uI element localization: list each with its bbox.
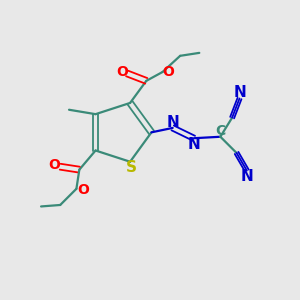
Text: N: N (241, 169, 253, 184)
Text: O: O (162, 65, 174, 79)
Text: N: N (233, 85, 246, 100)
Text: C: C (215, 124, 226, 138)
Text: N: N (166, 115, 179, 130)
Text: O: O (77, 183, 89, 197)
Text: O: O (116, 65, 128, 79)
Text: S: S (126, 160, 137, 175)
Text: N: N (188, 136, 200, 152)
Text: O: O (48, 158, 60, 172)
